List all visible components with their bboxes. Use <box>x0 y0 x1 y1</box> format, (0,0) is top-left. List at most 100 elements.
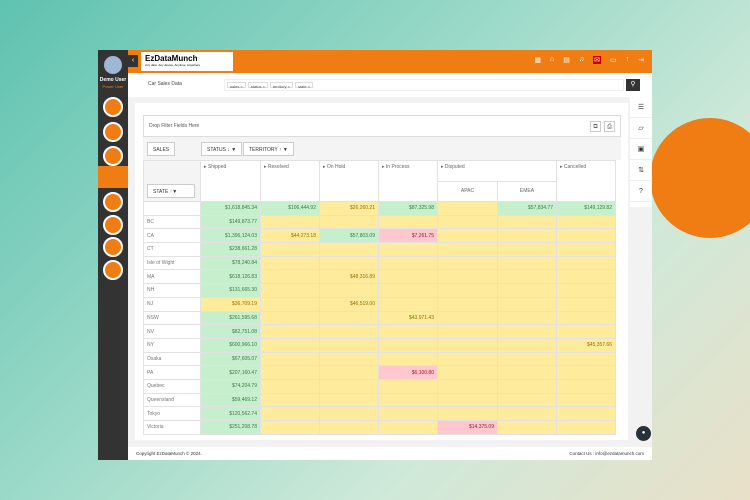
value-cell[interactable] <box>556 392 616 408</box>
collapse-sidebar-button[interactable]: ‹ <box>128 55 138 67</box>
help-icon[interactable]: ? <box>630 181 652 202</box>
value-cell[interactable] <box>556 269 616 285</box>
value-cell[interactable] <box>260 324 320 339</box>
value-cell[interactable]: $7,261.75 <box>378 228 438 244</box>
value-cell[interactable] <box>437 283 498 298</box>
row-header[interactable]: Quebec <box>143 378 201 394</box>
value-cell[interactable]: $1,396,124.03 <box>200 228 261 244</box>
value-cell[interactable] <box>556 242 616 257</box>
sidebar-item-documents[interactable] <box>103 237 123 257</box>
row-header[interactable]: NY <box>143 337 201 353</box>
value-cell[interactable] <box>437 351 498 367</box>
tag-status[interactable]: status × <box>247 82 268 89</box>
value-cell[interactable] <box>497 255 557 271</box>
row-header[interactable]: CA <box>143 228 201 244</box>
value-cell[interactable] <box>556 378 616 394</box>
value-cell[interactable] <box>319 242 379 257</box>
value-cell[interactable] <box>319 310 379 326</box>
value-cell[interactable] <box>437 214 498 230</box>
value-cell[interactable] <box>260 351 320 367</box>
sidebar-item-reports[interactable] <box>103 97 123 117</box>
open-folder-icon[interactable]: ▱ <box>630 118 652 139</box>
row-header[interactable]: PA <box>143 365 201 380</box>
value-cell[interactable] <box>378 392 438 408</box>
value-cell[interactable] <box>437 242 498 257</box>
home-icon[interactable]: ⌂ <box>550 56 555 63</box>
value-cell[interactable] <box>556 214 616 230</box>
value-cell[interactable] <box>319 392 379 408</box>
value-cell[interactable] <box>319 365 379 380</box>
row-header[interactable]: Tokyo <box>143 406 201 421</box>
value-cell[interactable] <box>260 310 320 326</box>
value-cell[interactable] <box>497 351 557 367</box>
grid-icon[interactable]: ▤ <box>563 57 570 64</box>
column-header[interactable]: ▸ Resolved <box>260 160 320 202</box>
value-cell[interactable] <box>260 392 320 408</box>
notification-icon[interactable]: ✉ <box>593 56 601 64</box>
value-cell[interactable] <box>437 296 498 312</box>
value-cell[interactable] <box>497 242 557 257</box>
print-icon[interactable]: ⎙ <box>604 121 615 132</box>
sidebar-item-presentation[interactable] <box>103 215 123 235</box>
value-cell[interactable] <box>378 283 438 298</box>
row-header[interactable]: NH <box>143 283 201 298</box>
value-cell[interactable]: $48,316.89 <box>319 269 379 285</box>
value-cell[interactable] <box>556 283 616 298</box>
value-cell[interactable] <box>556 228 616 244</box>
value-cell[interactable] <box>319 406 379 421</box>
value-cell[interactable] <box>260 214 320 230</box>
value-cell[interactable] <box>378 214 438 230</box>
subcolumn-header[interactable]: EMEA <box>497 180 557 202</box>
sidebar-item-dashboard[interactable] <box>103 146 123 166</box>
value-cell[interactable] <box>556 310 616 326</box>
value-cell[interactable] <box>437 365 498 380</box>
value-cell[interactable]: $618,126.83 <box>200 269 261 285</box>
chat-button[interactable]: ● <box>636 426 651 441</box>
value-cell[interactable]: $261,595.68 <box>200 310 261 326</box>
column-field-territory[interactable]: TERRITORY ↑ ▼ <box>243 142 294 156</box>
value-cell[interactable] <box>437 310 498 326</box>
value-cell[interactable]: $238,661.28 <box>200 242 261 257</box>
value-cell[interactable] <box>260 406 320 421</box>
contact-email[interactable]: info@ezdatamunch.com <box>595 451 644 456</box>
value-cell[interactable] <box>556 365 616 380</box>
value-cell[interactable]: $78,240.84 <box>200 255 261 271</box>
filter-drop-zone[interactable]: Drop Filter Fields Here ⧉ ⎙ <box>143 115 621 137</box>
value-cell[interactable] <box>497 324 557 339</box>
row-header[interactable]: Isle of Wight <box>143 255 201 271</box>
value-cell[interactable] <box>497 310 557 326</box>
value-cell[interactable] <box>497 392 557 408</box>
value-cell[interactable] <box>437 406 498 421</box>
value-cell[interactable] <box>260 269 320 285</box>
column-header[interactable]: ▸ Cancelled <box>556 160 616 202</box>
value-cell[interactable]: $36,709.19 <box>200 296 261 312</box>
value-cell[interactable] <box>556 324 616 339</box>
value-cell[interactable]: $6,100.80 <box>378 365 438 380</box>
value-cell[interactable]: $57,834.77 <box>497 201 557 216</box>
value-cell[interactable] <box>378 269 438 285</box>
row-header[interactable]: Victoria <box>143 420 201 435</box>
value-cell[interactable] <box>378 351 438 367</box>
value-cell[interactable] <box>556 255 616 271</box>
value-cell[interactable]: $207,160.47 <box>200 365 261 380</box>
value-cell[interactable] <box>319 420 379 435</box>
value-cell[interactable] <box>319 255 379 271</box>
value-cell[interactable] <box>378 296 438 312</box>
avatar[interactable] <box>104 56 122 74</box>
column-header[interactable]: ▸ Shipped <box>200 160 261 202</box>
value-cell[interactable]: $131,665.30 <box>200 283 261 298</box>
save-icon[interactable]: ▣ <box>630 139 652 160</box>
upload-icon[interactable]: ↑ <box>625 56 630 63</box>
value-cell[interactable] <box>378 378 438 394</box>
video-icon[interactable]: ▭ <box>610 57 617 64</box>
column-header[interactable]: ▸ In Process <box>378 160 438 202</box>
value-cell[interactable] <box>319 283 379 298</box>
sidebar-item-settings[interactable] <box>103 260 123 280</box>
value-cell[interactable] <box>497 214 557 230</box>
row-header[interactable]: Queensland <box>143 392 201 408</box>
value-cell[interactable] <box>437 337 498 353</box>
value-cell[interactable] <box>378 242 438 257</box>
value-cell[interactable] <box>319 378 379 394</box>
value-cell[interactable] <box>378 337 438 353</box>
value-cell[interactable]: $74,204.79 <box>200 378 261 394</box>
